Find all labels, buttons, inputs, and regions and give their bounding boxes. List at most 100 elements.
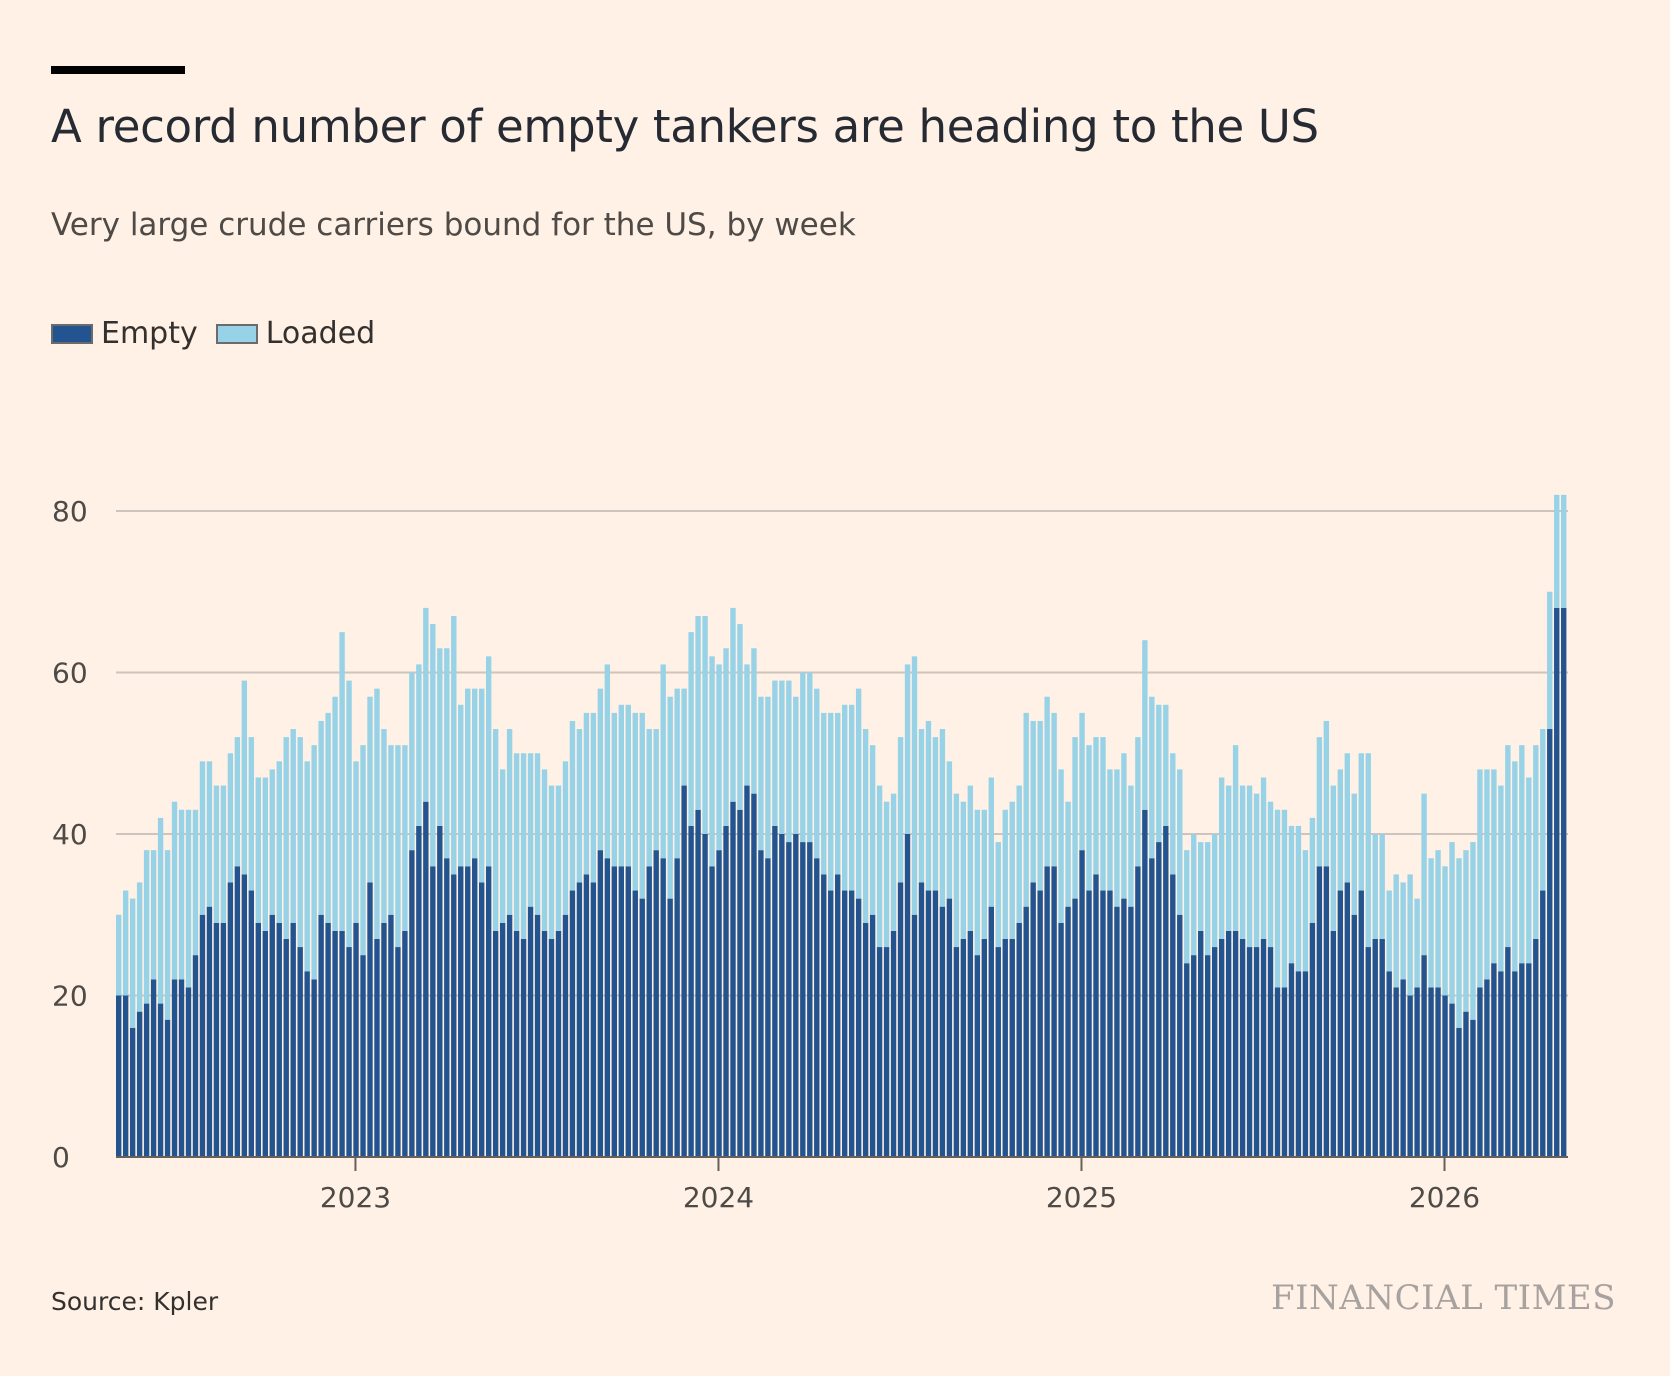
bar-empty	[688, 825, 694, 1157]
bar-loaded	[828, 712, 834, 891]
bar-empty	[918, 882, 925, 1157]
bar-empty	[499, 922, 506, 1157]
bar-empty	[157, 1003, 164, 1157]
bar-loaded	[492, 729, 499, 931]
bar-loaded	[1211, 834, 1218, 948]
bar-empty	[1002, 938, 1008, 1157]
bar-empty	[122, 995, 129, 1157]
bar-loaded	[618, 704, 624, 867]
bar-loaded	[213, 785, 220, 923]
bar-loaded	[604, 664, 611, 859]
bar-empty	[1023, 906, 1029, 1157]
bar-loaded	[1456, 858, 1462, 1028]
bar-loaded	[499, 769, 506, 923]
bar-loaded	[534, 753, 541, 915]
bar-loaded	[848, 704, 855, 891]
bar-loaded	[360, 745, 366, 956]
bar-loaded	[779, 680, 785, 834]
bar-empty	[1177, 914, 1183, 1157]
bar-empty	[1435, 987, 1441, 1157]
bar-loaded	[283, 737, 289, 939]
bar-empty	[297, 947, 303, 1157]
bar-loaded	[290, 729, 296, 923]
bar-loaded	[1512, 761, 1518, 972]
bar-empty	[1372, 938, 1378, 1157]
bar-empty	[1100, 890, 1106, 1157]
bar-loaded	[1205, 842, 1211, 956]
y-tick-label: 40	[52, 818, 88, 851]
bar-empty	[925, 890, 932, 1157]
source-note: Source: Kpler	[51, 1287, 219, 1316]
bar-loaded	[723, 648, 729, 826]
bar-loaded	[1288, 825, 1295, 964]
bar-empty	[527, 906, 534, 1157]
bar-loaded	[1477, 769, 1483, 988]
bar-empty	[786, 842, 792, 1157]
bar-loaded	[800, 672, 806, 843]
bar-empty	[667, 898, 673, 1157]
bar-empty	[1121, 898, 1127, 1157]
bar-loaded	[1225, 785, 1232, 931]
bar-empty	[485, 866, 492, 1157]
bar-empty	[1065, 906, 1071, 1157]
bar-loaded	[911, 656, 918, 915]
bar-loaded	[960, 801, 967, 939]
header-rule	[51, 66, 185, 74]
bar-empty	[1163, 825, 1169, 1157]
y-tick-label: 80	[52, 495, 88, 528]
bar-empty	[911, 914, 918, 1157]
bar-loaded	[1309, 817, 1316, 923]
bar-empty	[569, 890, 576, 1157]
bar-empty	[269, 914, 275, 1157]
bar-loaded	[1435, 850, 1441, 988]
bar-empty	[374, 938, 380, 1157]
bar-empty	[758, 850, 764, 1157]
bar-empty	[1267, 947, 1274, 1157]
bar-empty	[178, 979, 185, 1157]
bar-empty	[765, 858, 771, 1157]
bar-loaded	[206, 761, 213, 907]
bar-empty	[779, 834, 785, 1157]
bar-loaded	[758, 696, 764, 851]
bar-empty	[751, 793, 757, 1158]
bar-empty	[1456, 1027, 1462, 1157]
bar-empty	[548, 938, 555, 1157]
bar-loaded	[402, 745, 408, 931]
bar-loaded	[688, 632, 694, 826]
bar-empty	[842, 890, 848, 1157]
bar-loaded	[695, 615, 701, 810]
bar-loaded	[234, 737, 241, 867]
bar-loaded	[702, 615, 708, 834]
bar-loaded	[1079, 712, 1085, 851]
bar-empty	[681, 785, 687, 1157]
bar-loaded	[185, 809, 192, 988]
y-tick-label: 20	[52, 980, 88, 1013]
bar-loaded	[472, 688, 478, 859]
bar-loaded	[367, 696, 373, 883]
bar-empty	[988, 906, 994, 1157]
bar-loaded	[1149, 696, 1155, 859]
bar-loaded	[311, 745, 317, 980]
bar-empty	[821, 874, 827, 1158]
bar-loaded	[339, 632, 345, 931]
bar-loaded	[122, 890, 129, 996]
bar-empty	[423, 801, 429, 1157]
bar-loaded	[332, 696, 338, 931]
bar-empty	[932, 890, 939, 1157]
bar-loaded	[1407, 874, 1413, 996]
ft-logo: FINANCIAL TIMES	[1271, 1278, 1616, 1318]
bar-loaded	[318, 720, 324, 915]
bar-empty	[869, 914, 876, 1157]
bar-empty	[1037, 890, 1043, 1157]
bar-empty	[1107, 890, 1113, 1157]
bar-empty	[164, 1019, 171, 1157]
bar-loaded	[946, 761, 953, 899]
bar-loaded	[1540, 729, 1546, 891]
bar-empty	[1072, 898, 1078, 1157]
bar-empty	[1330, 930, 1337, 1157]
bar-empty	[1414, 987, 1420, 1157]
bar-loaded	[248, 737, 255, 891]
bar-empty	[883, 947, 890, 1157]
bar-loaded	[1358, 753, 1364, 891]
bar-empty	[192, 955, 199, 1158]
